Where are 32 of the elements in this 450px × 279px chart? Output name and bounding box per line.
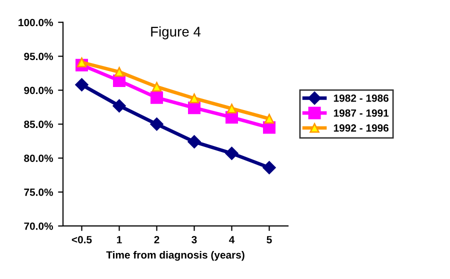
legend-label: 1982 - 1986 [334, 94, 389, 102]
y-tick-label: 70.0% [24, 222, 54, 230]
x-tick-label: 3 [192, 236, 197, 244]
chart-title: Figure 4 [151, 26, 201, 40]
point [112, 99, 126, 112]
point [226, 104, 237, 114]
legend-label: 1987 - 1991 [334, 109, 389, 117]
y-tick-label: 85.0% [24, 120, 54, 128]
y-tick-label: 100.0% [18, 18, 54, 26]
point [188, 135, 201, 148]
y-tick-label: 80.0% [24, 154, 54, 162]
point [114, 67, 124, 77]
x-tick-label: 2 [154, 236, 160, 244]
point [262, 161, 276, 174]
y-tick-label: 90.0% [24, 86, 54, 94]
x-tick-label: 4 [229, 236, 235, 244]
y-tick-label: 75.0% [24, 188, 54, 196]
legend-label: 1992 - 1996 [334, 124, 389, 132]
point [189, 93, 200, 104]
x-tick-label: 1 [117, 236, 122, 244]
point [150, 118, 164, 131]
x-tick-label: 5 [266, 236, 272, 244]
point [152, 82, 162, 92]
x-tick-label: <0.5 [72, 236, 92, 244]
point [76, 58, 87, 68]
point [264, 114, 274, 124]
point [188, 102, 200, 114]
x-axis-title: Time from diagnosis (years) [106, 250, 244, 261]
point [150, 91, 163, 104]
point [75, 78, 88, 92]
point [225, 146, 238, 160]
y-tick-label: 95.0% [24, 52, 54, 60]
